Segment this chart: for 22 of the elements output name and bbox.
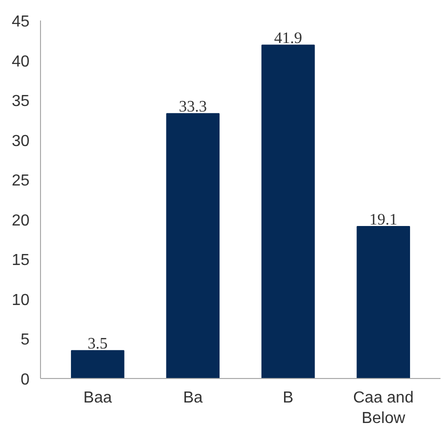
bar <box>70 350 124 378</box>
bar <box>356 226 410 378</box>
data-label: 19.1 <box>369 212 398 229</box>
x-tick-label: Baa <box>83 390 112 406</box>
x-tick-label: Ba <box>183 390 203 406</box>
x-tick-label: Caa and Below <box>353 390 414 427</box>
y-tick-label: 5 <box>20 332 30 349</box>
bar <box>261 44 315 378</box>
y-tick-label: 10 <box>12 292 30 309</box>
x-tick-label: B <box>282 390 294 406</box>
y-tick-label: 25 <box>12 172 30 190</box>
y-tick-label: 35 <box>12 93 30 110</box>
bar <box>166 113 220 378</box>
y-tick-label: 30 <box>12 132 30 150</box>
y-tick-label: 0 <box>20 372 30 388</box>
y-tick-label: 40 <box>12 53 30 70</box>
y-tick-label: 20 <box>12 212 30 230</box>
y-tick-label: 45 <box>12 14 30 30</box>
data-label: 41.9 <box>274 30 302 48</box>
data-label: 3.5 <box>88 336 108 353</box>
data-label: 33.3 <box>178 98 207 116</box>
y-tick-label: 15 <box>12 252 30 270</box>
